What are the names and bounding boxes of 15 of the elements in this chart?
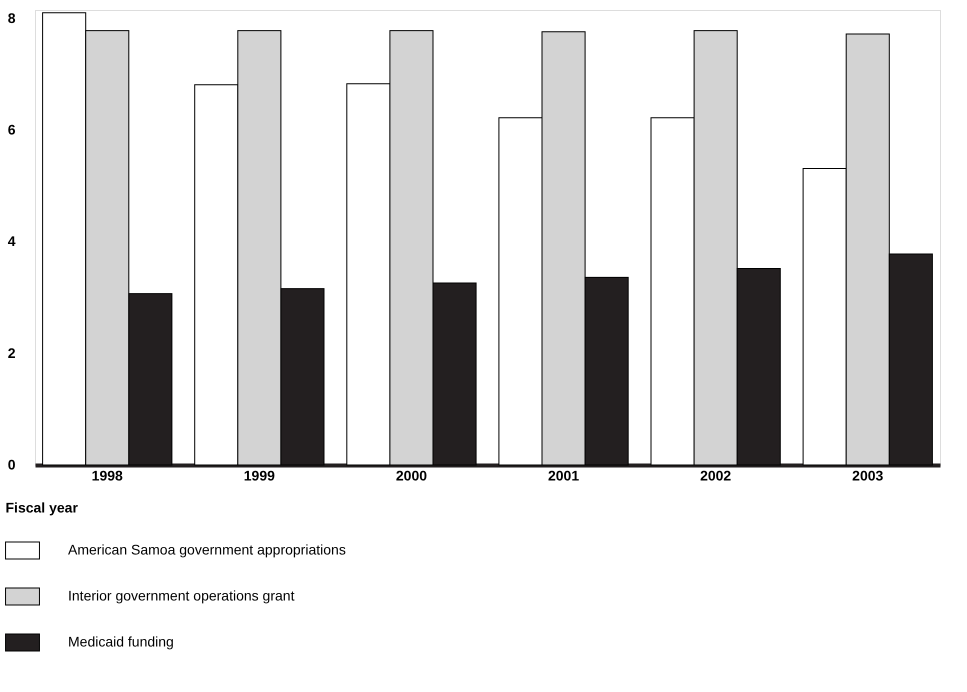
y-tick-label: 0 <box>8 456 16 472</box>
y-tick-label: 6 <box>8 122 16 138</box>
legend-label: Interior government operations grant <box>68 588 295 604</box>
x-tick-label: 2003 <box>852 468 884 484</box>
x-tick-label: 2002 <box>700 468 732 484</box>
x-tick-label: 1998 <box>92 468 124 484</box>
x-tick-label: 1999 <box>244 468 276 484</box>
x-tick-label: 2000 <box>396 468 428 484</box>
x-tick-label: 2001 <box>548 468 580 484</box>
legend-label: American Samoa government appropriations <box>68 542 346 558</box>
y-tick-label: 2 <box>8 344 16 361</box>
y-tick-label: 4 <box>8 233 16 250</box>
y-tick-label: 8 <box>8 10 16 26</box>
x-axis-title: Fiscal year <box>6 500 78 516</box>
legend-label: Medicaid funding <box>68 634 174 650</box>
